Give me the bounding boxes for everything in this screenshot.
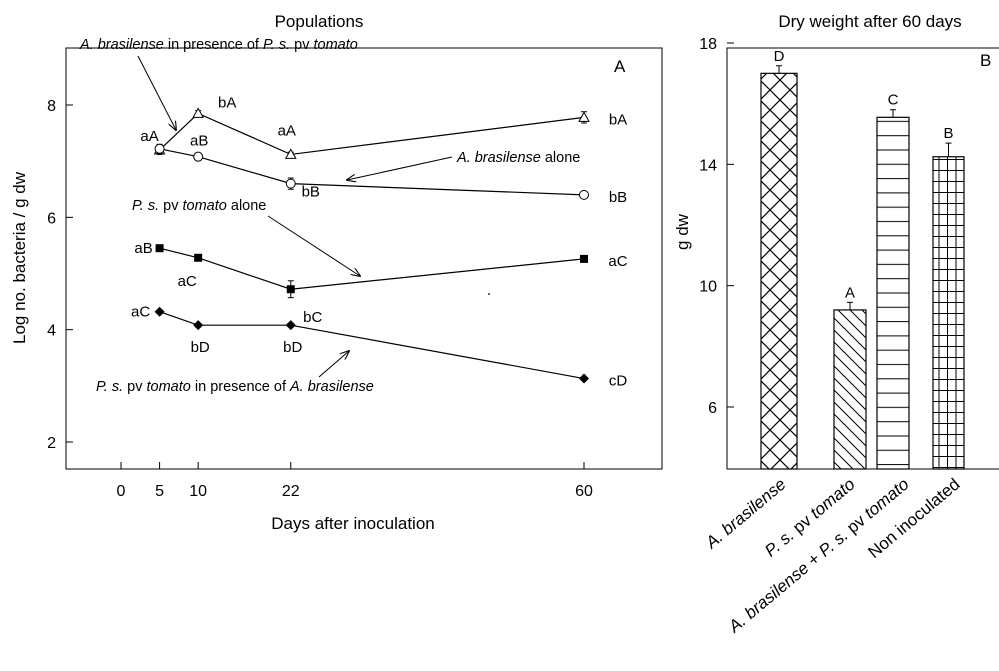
data-point-circle [285, 178, 296, 189]
panel-a-plot-frame [65, 47, 663, 470]
panel-a-group-labels: aA bA aA bA aB bB bB aB aC bC aC aC bD bD cD [131, 94, 628, 389]
data-point-triangle [578, 111, 590, 122]
panel-a-x-axis-label: Days after inoculation [271, 514, 434, 533]
group-label-ab_with_ps: aA [140, 128, 158, 145]
series-line-ps_with_ab [159, 311, 585, 380]
group-label-ab_alone: bB [302, 184, 320, 201]
panel-b-y-tick-label: 6 [708, 400, 717, 417]
category-label-3: Non inoculated [864, 475, 963, 562]
group-label-ps_alone: aB [134, 240, 152, 257]
panel-a-y-ticks: 2 4 6 8 [47, 98, 73, 452]
bar-letter: B [943, 125, 953, 142]
bar-letter: A [845, 284, 855, 301]
panel-a-y-tick-label: 4 [47, 323, 56, 340]
data-point-square [580, 254, 588, 263]
data-point-square [155, 244, 164, 253]
bar-letter: C [888, 92, 899, 109]
bar-0 [760, 72, 798, 470]
panel-b-y-tick-label: 14 [699, 157, 717, 174]
group-label-ps_with_ab: bD [283, 339, 302, 356]
bar-1 [833, 309, 867, 470]
panel-a-series [153, 107, 590, 384]
data-point-diamond [193, 320, 204, 331]
arrow-ps-alone [267, 215, 360, 276]
series-line-ab_alone [159, 148, 585, 196]
group-label-ps_with_ab: aC [131, 304, 150, 321]
arrow-ps-with-ab [318, 351, 349, 378]
annotation-ab-alone: A. brasilense alone [456, 150, 580, 166]
panel-a: Populations A Log no. bacteria / g dw Da… [10, 12, 663, 533]
data-point-diamond [579, 373, 589, 384]
data-point-circle [193, 151, 204, 162]
data-point-triangle [192, 107, 205, 118]
group-label-ab_with_ps: bA [218, 94, 236, 111]
panel-b-y-tick-label: 18 [699, 36, 717, 53]
stray-dot [488, 293, 490, 295]
data-point-triangle [284, 148, 297, 159]
group-label-ps_alone: bC [303, 309, 322, 326]
category-label-part: A. brasilense [724, 558, 812, 636]
group-label-ps_with_ab: cD [609, 373, 628, 390]
bar-2 [876, 116, 910, 470]
panel-a-title: Populations [275, 12, 364, 31]
panel-a-x-tick-label: 22 [282, 483, 300, 500]
bar-letter: D [774, 48, 785, 65]
annotation-ab-with-ps: A. brasilense in presence of P. s. pv to… [79, 37, 358, 53]
bar-3 [932, 156, 965, 470]
panel-a-letter: A [614, 57, 626, 76]
panel-a-y-tick-label: 8 [47, 98, 56, 115]
group-label-ab_alone: aB [190, 133, 208, 150]
panel-b-letter: B [980, 51, 991, 70]
annotation-ps-with-ab: P. s. pv tomato in presence of A. brasil… [96, 379, 374, 395]
data-point-diamond [154, 306, 165, 317]
panel-a-x-ticks: 0 5 10 22 60 [117, 462, 593, 500]
group-label-ab_with_ps: aA [278, 122, 296, 139]
panel-b-y-tick-label: 10 [699, 279, 717, 296]
data-point-square [286, 285, 295, 294]
panel-b: Dry weight after 60 days B g dw 6101418 … [673, 12, 999, 637]
panel-a-y-tick-label: 6 [47, 210, 56, 227]
data-point-square [194, 253, 203, 262]
panel-a-y-tick-label: 2 [47, 435, 56, 452]
panel-b-y-axis-label: g dw [673, 213, 692, 250]
panel-a-x-tick-label: 5 [155, 483, 164, 500]
data-point-circle [154, 143, 165, 154]
panel-b-y-ticks: 6 10 14 18 [699, 36, 734, 417]
arrow-ab-alone [347, 156, 453, 180]
panel-a-x-tick-label: 10 [189, 483, 207, 500]
series-line-ps_alone [159, 247, 585, 290]
panel-a-y-axis-label: Log no. bacteria / g dw [10, 171, 29, 344]
panel-a-x-tick-label: 60 [575, 483, 593, 500]
panel-a-x-tick-label: 0 [117, 483, 126, 500]
panel-b-title: Dry weight after 60 days [778, 12, 961, 31]
group-label-ps_alone: aC [178, 273, 197, 290]
group-label-ab_with_ps: bA [609, 111, 627, 128]
category-label-part: Non inoculated [864, 475, 963, 562]
data-point-circle [579, 189, 589, 200]
panel-b-bars: D A C B [760, 48, 965, 470]
arrow-ab-with-ps [137, 55, 176, 130]
group-label-ab_alone: bB [609, 189, 627, 206]
group-label-ps_with_ab: bD [191, 339, 210, 356]
data-point-diamond [285, 320, 296, 331]
series-line-ab_with_ps [159, 112, 585, 156]
annotation-ps-alone: P. s. pv tomato alone [132, 198, 266, 214]
group-label-ps_alone: aC [608, 253, 627, 270]
